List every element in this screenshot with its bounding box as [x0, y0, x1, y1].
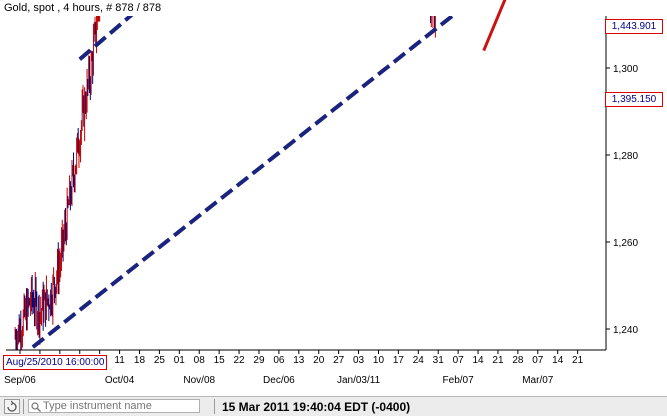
status-bar: 15 Mar 2011 19:40:04 EDT (-0400)	[0, 396, 667, 416]
x-tick-label: 01	[174, 355, 186, 366]
month-label: Oct/04	[105, 375, 135, 386]
price-label-high: 1,443.901	[605, 19, 663, 34]
y-tick-label: 1,300	[613, 64, 638, 75]
status-separator	[214, 399, 215, 414]
x-tick-label: 18	[134, 355, 146, 366]
x-tick-label: 29	[253, 355, 265, 366]
x-tick-label: 03	[353, 355, 365, 366]
annotation-arrow	[482, 0, 507, 52]
x-tick-label: 31	[433, 355, 445, 366]
x-tick-label: 21	[492, 355, 504, 366]
month-label: Nov/08	[183, 375, 215, 386]
x-tick-label: 11	[114, 355, 125, 366]
y-tick-label: 1,280	[613, 151, 638, 162]
month-label: Sep/06	[4, 375, 36, 386]
candles	[14, 16, 436, 350]
month-label: Feb/07	[443, 375, 475, 386]
status-timestamp: 15 Mar 2011 19:40:04 EDT (-0400)	[222, 400, 411, 414]
x-tick-label: 17	[393, 355, 405, 366]
x-tick-label: 13	[293, 355, 305, 366]
y-tick-label: 1,260	[613, 238, 638, 249]
status-separator	[23, 399, 24, 414]
x-tick-label: 27	[333, 355, 345, 366]
y-tick-label: 1,240	[613, 325, 638, 336]
x-tick-label: 24	[413, 355, 425, 366]
month-label: Mar/07	[522, 375, 554, 386]
x-tick-label: 07	[532, 355, 544, 366]
x-tick-label: 15	[214, 355, 226, 366]
x-tick-label: 22	[234, 355, 246, 366]
x-tick-label: 14	[552, 355, 564, 366]
month-label: Dec/06	[263, 375, 295, 386]
price-label-current: 1,395.150	[605, 92, 663, 107]
x-tick-label: 14	[472, 355, 484, 366]
x-tick-label: 07	[453, 355, 465, 366]
month-label: Jan/03/11	[337, 375, 381, 386]
x-tick-label: 10	[373, 355, 385, 366]
trendline	[78, 16, 134, 61]
x-tick-label: 28	[512, 355, 524, 366]
x-tick-label: 20	[313, 355, 325, 366]
x-tick-label: 06	[273, 355, 285, 366]
x-tick-label: 25	[154, 355, 166, 366]
chart-title: Gold, spot , 4 hours, # 878 / 878	[4, 2, 162, 14]
cursor-date-label: Aug/25/2010 16:00:00	[3, 355, 108, 370]
x-tick-label: 08	[194, 355, 206, 366]
trendline	[25, 16, 456, 350]
instrument-search-input[interactable]	[28, 399, 200, 413]
refresh-icon[interactable]	[4, 399, 20, 414]
x-tick-label: 21	[572, 355, 584, 366]
search-icon	[31, 402, 41, 412]
price-chart[interactable]: 1,2401,2601,2801,3001,3201,3401,3601,380…	[0, 0, 667, 396]
